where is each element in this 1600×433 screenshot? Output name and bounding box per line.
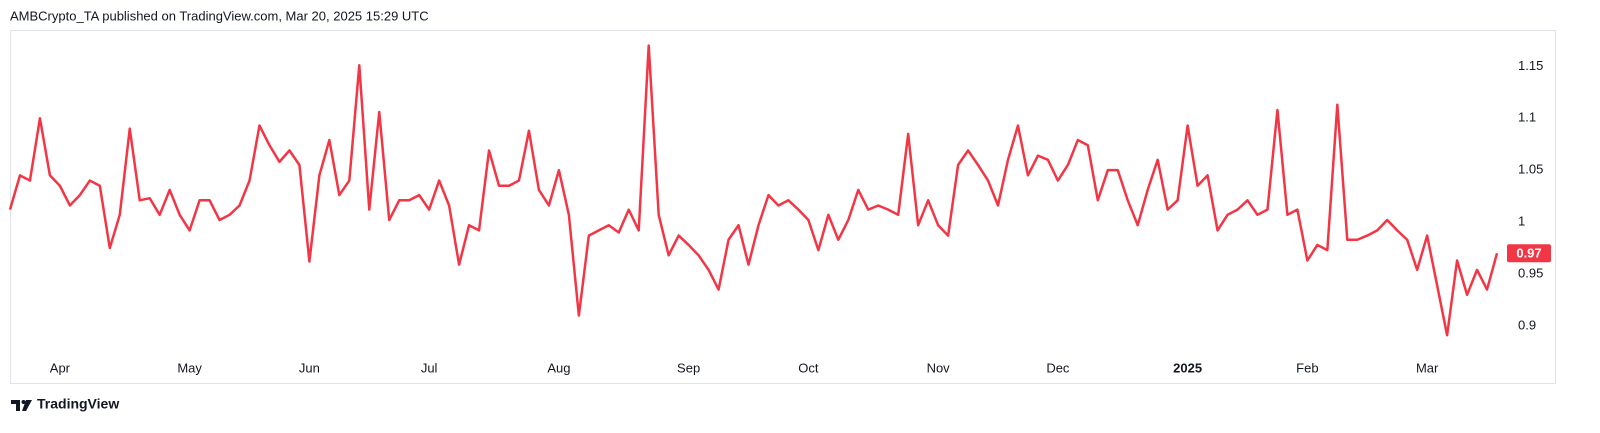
- y-tick-label: 1: [1518, 214, 1525, 229]
- last-value-label: 0.97: [1516, 246, 1541, 261]
- x-tick-label: Sep: [677, 360, 700, 375]
- x-tick-label: Aug: [547, 360, 570, 375]
- x-tick-label: Jul: [421, 360, 438, 375]
- x-tick-label: Dec: [1046, 360, 1070, 375]
- y-tick-label: 0.9: [1518, 317, 1536, 332]
- logo: [11, 400, 32, 411]
- last-value-badge: [1507, 244, 1551, 263]
- x-tick-label: Nov: [927, 360, 951, 375]
- x-tick-label: May: [177, 360, 202, 375]
- y-tick-label: 1.05: [1518, 162, 1543, 177]
- price-line: [8, 44, 1499, 337]
- x-tick-label: Feb: [1296, 360, 1318, 375]
- y-tick-label: 1.15: [1518, 58, 1543, 73]
- chart-frame: [10, 30, 1556, 384]
- x-tick-label: Jun: [299, 360, 320, 375]
- x-tick-label: Apr: [50, 360, 71, 375]
- x-tick-label: Mar: [1416, 360, 1439, 375]
- x-tick-label: 2025: [1173, 360, 1202, 375]
- y-tick-label: 0.95: [1518, 265, 1543, 280]
- source-label: TradingView: [37, 396, 119, 412]
- y-tick-label: 1.1: [1518, 110, 1536, 125]
- chart-title: AMBCrypto_TA published on TradingView.co…: [10, 8, 429, 23]
- x-tick-label: Oct: [798, 360, 819, 375]
